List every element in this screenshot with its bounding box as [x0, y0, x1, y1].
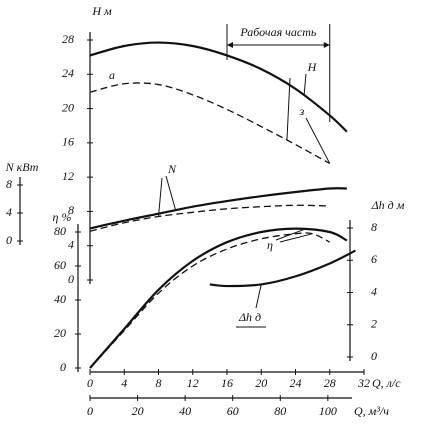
x-tick-label: 12	[187, 376, 199, 390]
y-tick-label: 4	[6, 205, 12, 219]
x2-tick-label: 60	[227, 404, 239, 418]
axis-title: N кВт	[5, 160, 39, 174]
axis-title: Δh д м	[371, 198, 405, 212]
y-tick-label: 4	[371, 284, 377, 298]
x2-tick-label: 80	[274, 404, 286, 418]
leader-line	[286, 77, 291, 141]
y-tick-label: 40	[54, 292, 66, 306]
y-tick-label: 0	[68, 272, 74, 286]
x-tick-label: 20	[255, 376, 267, 390]
x-tick-label: 32	[357, 376, 370, 390]
curve	[89, 82, 331, 164]
y-tick-label: 8	[68, 203, 74, 217]
legend-label: N	[167, 162, 177, 176]
x2-tick-label: 40	[179, 404, 191, 418]
curve	[209, 249, 356, 288]
y-tick-label: 8	[6, 177, 12, 191]
y-tick-label: 24	[62, 66, 74, 80]
y-tick-label: 6	[371, 252, 377, 266]
x-tick-label: 8	[156, 376, 162, 390]
leader-line	[158, 177, 163, 217]
y-tick-label: 12	[62, 169, 74, 183]
leader-line	[165, 175, 177, 211]
axis-title: Q, л/с	[372, 376, 401, 390]
y-tick-label: 80	[54, 224, 66, 238]
axis-title: Q, м³/ч	[354, 404, 389, 418]
y-tick-label: 8	[371, 220, 377, 234]
legend-label: Н	[307, 60, 318, 74]
leader-line	[305, 117, 331, 164]
curve	[89, 41, 348, 133]
legend-label: Δh д	[238, 310, 261, 324]
leader-line	[255, 284, 262, 309]
arrow-head	[323, 42, 330, 48]
y-tick-label: 20	[62, 100, 74, 114]
x-tick-label: 24	[290, 376, 302, 390]
y-tick-label: 28	[62, 32, 74, 46]
annotation: Рабочая часть	[239, 25, 316, 39]
y-tick-label: 0	[371, 349, 377, 363]
legend-label: η	[267, 238, 273, 252]
curve	[89, 232, 331, 369]
axis-title: Н м	[91, 4, 112, 18]
y-tick-label: 16	[62, 135, 74, 149]
legend-label: а	[109, 68, 115, 82]
y-tick-label: 2	[371, 317, 377, 331]
x-tick-label: 4	[121, 376, 127, 390]
annotation: з	[299, 104, 305, 118]
x-tick-label: 0	[87, 376, 93, 390]
y-tick-label: 0	[6, 233, 12, 247]
x-tick-label: 16	[221, 376, 233, 390]
leader-line	[303, 73, 307, 96]
x2-tick-label: 100	[319, 404, 337, 418]
x2-tick-label: 0	[87, 404, 93, 418]
leader-line	[279, 233, 313, 243]
curve	[89, 187, 347, 230]
y-tick-label: 60	[54, 258, 66, 272]
axis-title: η %	[53, 210, 72, 224]
curve	[89, 227, 348, 369]
leader-line	[275, 228, 305, 241]
x2-tick-label: 20	[132, 404, 144, 418]
y-tick-label: 20	[54, 326, 66, 340]
y-tick-label: 4	[68, 237, 74, 251]
arrow-head	[227, 42, 233, 48]
x-tick-label: 28	[324, 376, 336, 390]
y-tick-label: 0	[60, 360, 66, 374]
curve	[89, 204, 330, 232]
